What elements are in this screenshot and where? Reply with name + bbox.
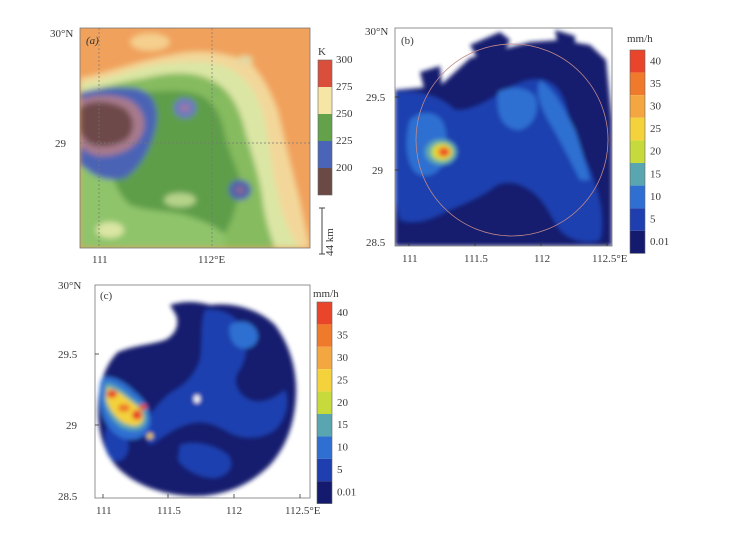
colorbar-tick-label: 20 [650,146,662,158]
colorbar-tick-label: 15 [650,168,662,180]
colorbar-tick-label: 40 [337,307,349,319]
panel-c-ticks [95,353,301,498]
panel-c: (c) 30°N 29.5 29 28.5 111 111.5 112 112.… [58,280,356,517]
panel-c-ytick-2: 29 [66,420,78,432]
colorbar-swatch [317,414,332,437]
colorbar-swatch [630,185,645,209]
colorbar-tick-label: 35 [337,330,349,342]
panel-a-label: (a) [86,35,99,47]
panel-a-units: K [318,46,326,58]
panel-c-xtick-2: 112 [226,505,242,517]
colorbar-swatch [630,230,645,254]
colorbar-tick-label: 30 [650,101,662,113]
panel-c-xtick-3: 112.5°E [285,505,321,517]
colorbar-outline [629,49,646,254]
colorbar-tick-label: 15 [337,419,349,431]
colorbar-tick-label: 5 [650,214,656,226]
colorbar-swatch [318,168,332,195]
colorbar-swatch [318,141,332,168]
panel-a-xtick-1: 112°E [198,254,225,266]
panel-c-ytick-0: 30°N [58,280,81,292]
panel-b-ytick-0: 30°N [365,26,388,38]
colorbar-swatch [630,50,645,73]
colorbar-swatch [318,114,332,141]
panel-b-xtick-2: 112 [534,253,550,265]
panel-c-label: (c) [100,290,113,302]
colorbar-swatch [318,87,332,114]
colorbar-tick-label: 200 [336,162,353,174]
panel-b-ytick-3: 28.5 [366,237,386,249]
panel-b-xtick-1: 111.5 [464,253,488,265]
colorbar-tick-label: 40 [650,55,662,67]
colorbar-outline [316,301,333,504]
colorbar-swatch [317,302,332,325]
colorbar-swatch [630,117,645,141]
panel-c-xtick-1: 111.5 [157,505,181,517]
colorbar-tick-label: 250 [336,108,353,120]
colorbar-swatch [317,369,332,392]
panel-b-field [395,28,612,246]
colorbar-swatch [317,481,332,504]
panel-a-field [80,28,310,248]
panel-b-ytick-1: 29.5 [366,92,386,104]
colorbar-tick-label: 275 [336,81,353,93]
panel-a-xtick-0: 111 [92,254,108,266]
panel-a-ytick-0: 30°N [50,28,73,40]
panel-b-ticks [395,96,608,246]
panel-c-field [95,285,310,498]
panel-b: (b) 30°N 29.5 29 28.5 111 111.5 112 112.… [365,26,669,265]
panel-a-scale-bar: 44 km [319,207,336,256]
colorbar-tick-label: 10 [650,191,662,203]
panel-c-ytick-1: 29.5 [58,349,78,361]
colorbar-tick-label: 20 [337,397,349,409]
colorbar-tick-label: 225 [336,135,353,147]
colorbar-swatch [630,208,645,231]
panel-c-ytick-3: 28.5 [58,491,78,503]
colorbar-tick-label: 0.01 [650,236,669,248]
panel-a-ytick-1: 29 [55,138,67,150]
colorbar-swatch [317,324,332,347]
colorbar-swatch [630,95,645,118]
colorbar-tick-label: 300 [336,54,353,66]
panel-a-colorbar: 300 275 250 225 200 [317,54,353,196]
panel-b-ytick-2: 29 [372,165,384,177]
panel-b-label: (b) [401,35,414,47]
colorbar-swatch [317,346,332,370]
panel-a-scale-label: 44 km [324,228,336,256]
panel-a: (a) 30°N 29 111 112°E K 300275250225200 … [50,27,353,266]
panel-c-units: mm/h [313,288,339,300]
colorbar-swatch [317,458,332,482]
colorbar-swatch [630,72,645,96]
colorbar-tick-label: 30 [337,352,349,364]
colorbar-swatch [317,436,332,459]
colorbar-swatch [630,140,645,163]
colorbar-swatch [630,163,645,186]
colorbar-tick-label: 10 [337,442,349,454]
panel-b-colorbar: 40 35 30 25 20 15 10 5 0.01 [629,49,669,254]
panel-b-xtick-3: 112.5°E [592,253,628,265]
colorbar-tick-label: 0.01 [337,486,356,498]
colorbar-tick-label: 25 [650,123,662,135]
colorbar-tick-label: 5 [337,464,343,476]
colorbar-swatch [317,391,332,414]
panel-b-units: mm/h [627,33,653,45]
panel-c-xtick-0: 111 [96,505,112,517]
colorbar-outline [317,59,333,196]
panel-c-colorbar: 40 35 30 25 20 15 10 5 0.01 [316,301,356,504]
colorbar-tick-label: 25 [337,374,349,386]
colorbar-swatch [318,60,332,87]
colorbar-tick-label: 35 [650,78,662,90]
panel-b-xtick-0: 111 [402,253,418,265]
